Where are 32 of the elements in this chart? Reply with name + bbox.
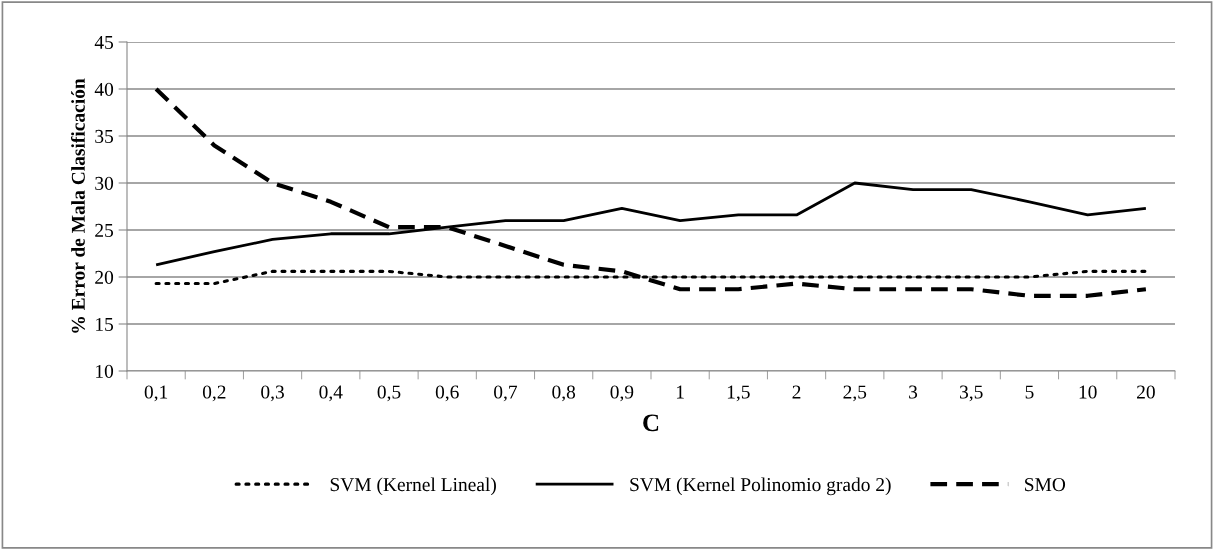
- y-tick-label: 25: [95, 223, 114, 237]
- y-tick-label: 45: [94, 35, 114, 49]
- line-series: [154, 86, 1148, 298]
- x-tick-label: 0,3: [261, 385, 284, 402]
- x-tick-label: 0,2: [202, 385, 226, 402]
- x-tick-label: 3: [909, 385, 918, 399]
- x-tick-label: 5: [1025, 385, 1034, 399]
- x-tick-label: 10: [1079, 385, 1097, 399]
- x-tick-label: 20: [1137, 385, 1155, 399]
- x-tick-label: 0,5: [377, 385, 401, 402]
- y-tick-label: 30: [95, 176, 114, 190]
- y-tick-label: 20: [95, 270, 114, 284]
- x-tick-label: 2: [792, 385, 801, 399]
- x-tick-label: 0,1: [144, 385, 168, 402]
- x-axis-title: C: [643, 414, 659, 432]
- x-tick-label: 3,5: [960, 385, 983, 402]
- y-tick-label: 35: [95, 129, 114, 143]
- y-tick-label: 10: [96, 364, 114, 378]
- x-tick-label: 0,4: [319, 385, 343, 402]
- y-tick-label: 40: [94, 82, 114, 96]
- x-tick-label: 0,6: [435, 385, 459, 402]
- x-tick-label: 0,9: [610, 385, 634, 402]
- x-tick-label: 1,5: [727, 385, 750, 402]
- x-tick-label: 0,8: [552, 385, 576, 402]
- x-tick-label: 0,7: [494, 385, 518, 402]
- y-tick-label: 15: [96, 317, 114, 331]
- legend-label: SMO: [1025, 478, 1066, 492]
- legend-label: SVM (Kernel Polinomio grado 2): [630, 477, 891, 496]
- x-tick-label: 2,5: [843, 385, 867, 402]
- legend-label: SVM (Kernel Lineal): [330, 477, 496, 496]
- y-axis-title: % Error de Mala Clasificación: [70, 78, 85, 333]
- x-tick-label: 1: [676, 385, 684, 399]
